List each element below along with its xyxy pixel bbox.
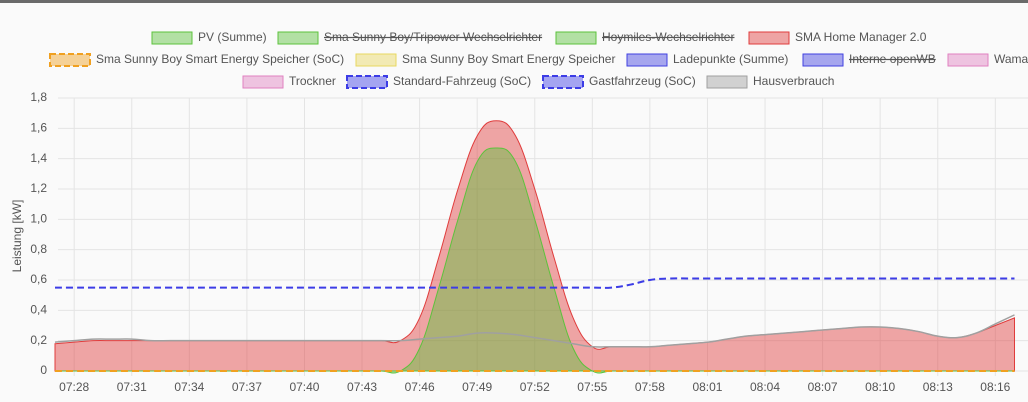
- legend-label[interactable]: Gastfahrzeug (SoC): [589, 74, 696, 88]
- y-tick-label: 0,2: [30, 333, 47, 347]
- y-tick-label: 1,6: [30, 121, 47, 135]
- x-tick-label: 07:34: [174, 380, 204, 394]
- legend-swatch[interactable]: [706, 75, 748, 89]
- legend-swatch[interactable]: [802, 53, 844, 67]
- y-axis-label: Leistung [kW]: [10, 200, 24, 273]
- legend-label[interactable]: Trockner: [289, 74, 336, 88]
- y-tick-label: 0,8: [30, 242, 47, 256]
- y-tick-label: 1,2: [30, 181, 47, 195]
- y-tick-label: 0,6: [30, 272, 47, 286]
- series-line: [54, 314, 1015, 348]
- x-tick-label: 07:52: [520, 380, 550, 394]
- x-tick-label: 08:01: [692, 380, 722, 394]
- x-tick-label: 07:28: [59, 380, 89, 394]
- x-tick-label: 08:16: [980, 380, 1010, 394]
- legend-label[interactable]: Sma Sunny Boy/Tripower Wechselrichter: [324, 30, 542, 44]
- legend-label[interactable]: Interne openWB: [849, 52, 936, 66]
- legend-swatch[interactable]: [346, 75, 388, 89]
- legend-label[interactable]: Sma Sunny Boy Smart Energy Speicher: [402, 52, 615, 66]
- series-line: [54, 277, 1015, 289]
- x-tick-label: 07:46: [405, 380, 435, 394]
- y-tick-label: 1,4: [30, 151, 47, 165]
- legend-swatch[interactable]: [947, 53, 989, 67]
- legend-label[interactable]: Wama: [994, 52, 1028, 66]
- x-tick-label: 08:07: [808, 380, 838, 394]
- x-tick-label: 07:49: [462, 380, 492, 394]
- x-tick-label: 07:43: [347, 380, 377, 394]
- legend-label[interactable]: Hoymiles-Wechselrichter: [602, 30, 734, 44]
- legend-label[interactable]: Standard-Fahrzeug (SoC): [393, 74, 531, 88]
- legend-swatch[interactable]: [542, 75, 584, 89]
- y-tick-label: 1,8: [30, 90, 47, 104]
- y-tick-label: 0,4: [30, 303, 47, 317]
- x-tick-label: 08:10: [865, 380, 895, 394]
- legend-swatch[interactable]: [242, 75, 284, 89]
- legend-swatch[interactable]: [555, 31, 597, 45]
- legend-swatch[interactable]: [151, 31, 193, 45]
- x-tick-label: 07:31: [117, 380, 147, 394]
- legend-label[interactable]: Ladepunkte (Summe): [673, 52, 788, 66]
- top-bar: [0, 0, 1028, 3]
- legend-label[interactable]: SMA Home Manager 2.0: [795, 30, 927, 44]
- legend-swatch[interactable]: [355, 53, 397, 67]
- x-tick-label: 08:13: [923, 380, 953, 394]
- legend-swatch[interactable]: [626, 53, 668, 67]
- x-tick-label: 07:37: [232, 380, 262, 394]
- x-tick-label: 07:58: [635, 380, 665, 394]
- y-tick-label: 1,0: [30, 212, 47, 226]
- x-tick-label: 08:04: [750, 380, 780, 394]
- x-tick-label: 07:40: [289, 380, 319, 394]
- legend-label[interactable]: Hausverbrauch: [753, 74, 834, 88]
- legend-swatch[interactable]: [49, 53, 91, 67]
- legend-swatch[interactable]: [277, 31, 319, 45]
- legend-label[interactable]: Sma Sunny Boy Smart Energy Speicher (SoC…: [96, 52, 344, 66]
- y-tick-label: 0: [40, 363, 47, 377]
- x-tick-label: 07:55: [577, 380, 607, 394]
- legend-swatch[interactable]: [748, 31, 790, 45]
- legend-label[interactable]: PV (Summe): [198, 30, 267, 44]
